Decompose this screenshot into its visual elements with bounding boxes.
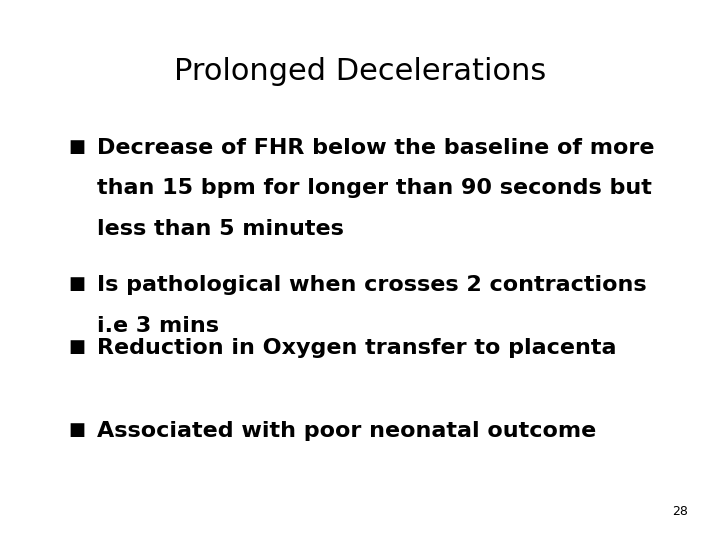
- Text: 28: 28: [672, 505, 688, 518]
- Text: ■: ■: [68, 338, 86, 355]
- Text: than 15 bpm for longer than 90 seconds but: than 15 bpm for longer than 90 seconds b…: [97, 178, 652, 198]
- Text: Reduction in Oxygen transfer to placenta: Reduction in Oxygen transfer to placenta: [97, 338, 617, 357]
- Text: less than 5 minutes: less than 5 minutes: [97, 219, 344, 239]
- Text: ■: ■: [68, 421, 86, 439]
- Text: Associated with poor neonatal outcome: Associated with poor neonatal outcome: [97, 421, 596, 441]
- Text: Prolonged Decelerations: Prolonged Decelerations: [174, 57, 546, 86]
- Text: i.e 3 mins: i.e 3 mins: [97, 316, 219, 336]
- Text: ■: ■: [68, 138, 86, 156]
- Text: Is pathological when crosses 2 contractions: Is pathological when crosses 2 contracti…: [97, 275, 647, 295]
- Text: Decrease of FHR below the baseline of more: Decrease of FHR below the baseline of mo…: [97, 138, 654, 158]
- Text: ■: ■: [68, 275, 86, 293]
